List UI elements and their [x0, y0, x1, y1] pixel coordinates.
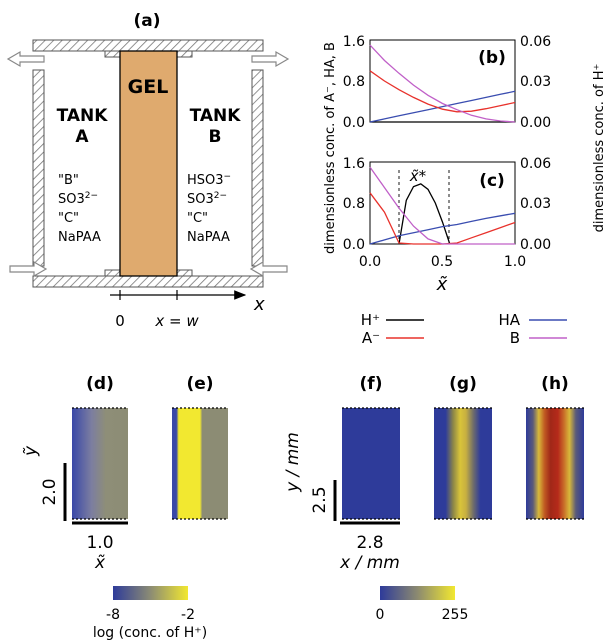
legend-b-label: B: [510, 329, 520, 347]
panel-d-label: (d): [86, 374, 114, 394]
colorbar-log-max: -2: [181, 607, 195, 623]
legend-ha-label: HA: [498, 311, 520, 329]
x-tick-2: 1.0: [504, 254, 526, 270]
gel-holder-bottom-right: [176, 269, 193, 277]
colorbar-log-min: -8: [106, 607, 120, 623]
panel-g-image: [434, 408, 492, 519]
panel-a-tick-w-label: x = w: [154, 312, 199, 330]
c-yright-tick-mid: 0.03: [520, 196, 551, 212]
top-plate: [32, 39, 264, 52]
panel-h-label: (h): [541, 374, 569, 394]
chart-c-label: (c): [479, 171, 505, 191]
tank-b-species-3: "C": [187, 211, 208, 226]
sim-scale-y-label: ỹ: [21, 445, 41, 457]
tank-a-title-2: A: [75, 127, 89, 147]
colorbar-int-max: 255: [442, 607, 469, 623]
bottom-panels: (d) (e) (f) (g) (h) ỹ 2.0 1.0 x̃: [21, 374, 584, 641]
chart-c: (c) x̃*: [369, 161, 516, 245]
panel-a: (a) GEL TANK A "B" SO32− "C": [6, 11, 290, 330]
gel-holder-top-right: [176, 50, 193, 58]
plot-axes: 1.6 0.8 0.0 0.06 0.03 0.00 1.6 0.8 0.0 0…: [323, 34, 607, 295]
panel-f-label: (f): [360, 374, 383, 394]
b-yleft-tick-top: 1.6: [343, 34, 365, 50]
colorbar-log-label: log (conc. of H⁺): [93, 625, 207, 641]
legend-a-label: A⁻: [362, 329, 380, 347]
chart-c-marker: x̃*: [409, 167, 427, 185]
tank-b-title-1: TANK: [190, 106, 242, 126]
x-tick-0: 0.0: [359, 254, 381, 270]
tank-a-species-4: NaPAA: [58, 230, 101, 245]
chart-b-label: (b): [478, 48, 506, 68]
chart-b-series-line-3: [369, 44, 516, 123]
chart-c-series: [369, 166, 516, 245]
panel-d-image: [72, 408, 128, 519]
b-yright-tick-top: 0.06: [520, 34, 551, 50]
panel-e-label: (e): [186, 374, 213, 394]
flow-arrow-out-right: [251, 50, 290, 68]
c-yleft-tick-mid: 0.8: [343, 196, 365, 212]
sim-scale-x-value: 1.0: [86, 533, 113, 553]
b-yleft-tick-mid: 0.8: [343, 74, 365, 90]
chart-c-series-line-1: [369, 212, 516, 245]
flow-arrow-in-right: [249, 260, 288, 278]
legend: H⁺ HA A⁻ B: [361, 311, 567, 347]
left-wall: [32, 69, 45, 267]
legend-h-label: H⁺: [361, 311, 380, 329]
panel-g-label: (g): [449, 374, 477, 394]
exp-scale-y-label: y / mm: [283, 432, 303, 493]
gel-holder-top-left: [104, 50, 121, 58]
tank-a-species-1: "B": [58, 173, 79, 188]
gel-label: GEL: [128, 76, 169, 98]
b-yright-tick-bot: 0.00: [520, 115, 551, 131]
chart-b: (b): [369, 39, 516, 123]
panel-a-label: (a): [133, 11, 160, 31]
flow-arrow-out-left: [6, 50, 45, 68]
chart-c-series-line-3: [369, 166, 515, 245]
b-yright-tick-mid: 0.03: [520, 74, 551, 90]
c-yright-tick-top: 0.06: [520, 156, 551, 172]
gel-block: [119, 50, 178, 277]
tank-b-species-4: NaPAA: [187, 230, 230, 245]
colorbar-int: [380, 586, 455, 600]
right-wall: [251, 69, 264, 267]
chart-b-series-line-1: [369, 90, 516, 123]
tank-b-title-2: B: [209, 127, 222, 147]
c-yright-tick-bot: 0.00: [520, 237, 551, 253]
tank-a-species-2: SO32−: [58, 191, 98, 207]
x-axis-label: x̃: [436, 274, 448, 295]
panel-e-image: [172, 408, 228, 519]
y-left-label: dimensionless conc. of A⁻, HA, B: [323, 42, 338, 254]
colorbar-int-min: 0: [376, 607, 385, 623]
sim-scale-x-label: x̃: [94, 553, 106, 573]
sim-scale-y-value: 2.0: [40, 478, 60, 505]
exp-scale-x-value: 2.8: [356, 533, 383, 553]
x-tick-1: 0.5: [431, 254, 453, 270]
c-yleft-tick-bot: 0.0: [343, 237, 365, 253]
y-right-label: dimensionless conc. of H⁺: [592, 64, 607, 233]
panel-a-axis-label: x: [253, 294, 265, 315]
b-yleft-tick-bot: 0.0: [343, 115, 365, 131]
tank-a-title-1: TANK: [57, 106, 109, 126]
colorbar-log: [113, 586, 188, 600]
tank-b-species-1: HSO3−: [187, 172, 231, 188]
chart-b-series: [369, 44, 516, 123]
gel-holder-bottom-left: [104, 269, 121, 277]
chart-c-series-line-2: [369, 192, 516, 245]
panel-a-tick-zero-label: 0: [115, 312, 125, 330]
panel-f-image: [342, 408, 400, 519]
chart-b-series-line-2: [369, 70, 516, 113]
c-yleft-tick-top: 1.6: [343, 156, 365, 172]
exp-scale-x-label: x / mm: [339, 553, 400, 573]
chart-c-series-line-0: [398, 183, 451, 245]
bottom-plate: [32, 275, 264, 288]
panel-h-image: [526, 408, 584, 519]
flow-arrow-in-left: [9, 260, 48, 278]
tank-b-species-2: SO32−: [187, 191, 227, 207]
tank-a-species-3: "C": [58, 211, 79, 226]
exp-scale-y-value: 2.5: [310, 486, 330, 513]
